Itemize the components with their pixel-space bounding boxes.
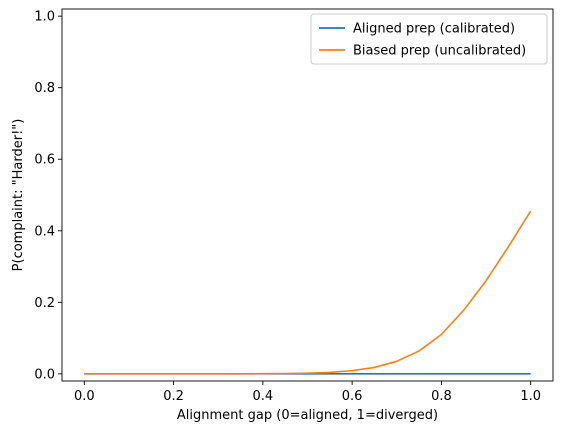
axes: 0.0 0.2 0.4 0.6 0.8 1.0 0.0 0.2 0.4 0.6 0.8 1.0 — [34, 8, 554, 404]
y-tick-label: 0.4 — [34, 224, 55, 239]
x-tick-label: 0.4 — [253, 389, 274, 404]
legend-box — [310, 13, 548, 65]
axes-frame — [61, 8, 554, 382]
plot-area — [84, 210, 532, 375]
y-axis-label: P(complaint: "Harder!") — [11, 119, 26, 272]
x-tick-label: 1.0 — [520, 389, 541, 404]
legend-label-2: Biased prep (uncalibrated) — [353, 44, 526, 59]
x-tick-label: 0.6 — [342, 389, 363, 404]
y-tick-label: 0.8 — [34, 81, 55, 96]
x-tick-label: 0.8 — [431, 389, 452, 404]
legend-label-1: Aligned prep (calibrated) — [353, 22, 515, 37]
x-axis-label: Alignment gap (0=aligned, 1=diverged) — [177, 408, 438, 423]
legend: Aligned prep (calibrated) Biased prep (un… — [310, 13, 548, 65]
y-tick-label: 0.2 — [34, 296, 55, 311]
y-tick-label: 0.0 — [34, 367, 55, 382]
y-tick-label: 0.6 — [34, 153, 55, 168]
x-tick-label: 0.2 — [163, 389, 184, 404]
x-tick-label: 0.0 — [74, 389, 95, 404]
series-line-2 — [84, 210, 532, 375]
y-tick-label: 1.0 — [34, 10, 55, 25]
